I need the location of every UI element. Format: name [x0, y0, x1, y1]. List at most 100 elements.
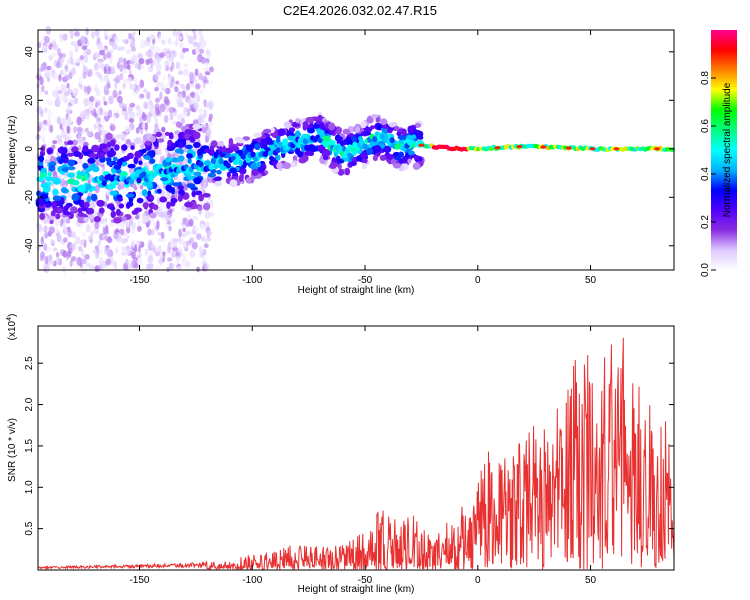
spectrogram-cell: [67, 172, 75, 178]
spectrogram-cell: [83, 54, 88, 64]
spectrogram-cell: [175, 247, 179, 257]
spectrogram-cell: [40, 85, 45, 93]
x-tick-label: -100: [242, 575, 262, 586]
spectrogram-cell: [62, 188, 69, 194]
spectrogram-cell: [147, 228, 152, 236]
spectrogram-cell: [175, 61, 180, 69]
spectrogram-cell: [137, 246, 141, 253]
spectrogram-cell: [283, 121, 292, 129]
spectrogram-cell: [87, 179, 91, 185]
spectrogram-cell: [204, 210, 211, 220]
spectrogram-cell: [51, 200, 57, 209]
spectrogram-cell: [36, 190, 42, 197]
spectrogram-cell: [165, 215, 171, 222]
spectrogram-cell: [204, 62, 210, 67]
spectrogram-cell: [94, 245, 100, 250]
spectrogram-cell: [183, 241, 187, 249]
spectrogram-cell: [156, 55, 161, 64]
spectrogram-cell: [79, 55, 85, 61]
spectrogram-cell: [77, 135, 83, 144]
spectrogram-cell: [77, 212, 85, 217]
spectrogram-cell: [108, 109, 113, 119]
spectrogram-cell: [372, 155, 378, 162]
y-tick-label: 20: [24, 94, 35, 106]
spectrogram-cell: [150, 34, 156, 40]
spectrogram-cell: [178, 141, 183, 149]
spectrogram-cell: [131, 251, 136, 260]
spectrogram-cell: [202, 193, 211, 198]
spectrogram-cell: [62, 33, 68, 41]
spectrogram-cell: [199, 48, 205, 54]
spectrogram-cell: [39, 76, 44, 86]
spectrogram-cell: [143, 88, 148, 93]
spectrogram-cell: [44, 159, 50, 164]
spectrogram-cell: [86, 130, 93, 137]
spectrogram-cell: [179, 51, 185, 60]
spectrogram-cell: [124, 248, 128, 256]
spectrogram-cell: [144, 122, 149, 131]
spectrogram-cell: [55, 134, 63, 140]
spectrogram-cell: [118, 56, 125, 64]
spectrogram-cell: [169, 217, 176, 224]
spectrogram-cell: [313, 124, 320, 129]
spectrogram-cell: [37, 224, 43, 231]
spectrogram-cell: [76, 256, 82, 266]
spectrogram-cell: [130, 145, 135, 151]
spectrogram-cell: [103, 101, 108, 106]
spectrogram-cell: [302, 138, 308, 145]
x-tick-label: 0: [475, 575, 481, 586]
spectrogram-cell: [97, 38, 101, 44]
spectrogram-cell: [93, 123, 98, 130]
spectrogram-cell: [307, 144, 316, 151]
spectrogram-cell: [160, 177, 169, 182]
spectrogram-cell: [167, 257, 173, 262]
spectrogram-cell: [172, 50, 177, 58]
spectrogram-cell: [125, 193, 135, 198]
spectrogram-cell: [83, 109, 90, 116]
spectrogram-cell: [156, 71, 162, 76]
spectrogram-cell: [187, 175, 193, 180]
spectrogram-cell: [49, 219, 54, 225]
chart-title: C2E4.2026.032.02.47.R15: [283, 3, 437, 18]
spectrogram-cell: [87, 68, 93, 77]
spectrogram-cell: [371, 114, 378, 119]
spectrogram-cell: [342, 152, 348, 159]
spectrogram-cell: [204, 71, 211, 76]
spectrogram-cell: [119, 64, 124, 72]
spectrogram-cell: [239, 167, 247, 175]
spectrogram-cell: [250, 151, 256, 158]
spectrogram-cell: [85, 27, 89, 36]
spectrogram-cell: [317, 144, 326, 152]
spectrogram-cell: [67, 250, 72, 258]
spectrogram-cell: [41, 226, 48, 233]
spectrogram-cell: [168, 132, 174, 140]
spectrogram-cell: [193, 171, 202, 176]
spectrogram-cell: [121, 144, 128, 151]
spectrogram-cell: [194, 78, 198, 84]
spectrogram-cell: [52, 195, 62, 202]
spectrogram-cell: [67, 159, 76, 167]
spectrogram-cell: [67, 88, 73, 95]
spectrogram-cell: [398, 151, 405, 158]
spectrogram-cell: [193, 177, 202, 185]
spectrogram-cell: [205, 49, 210, 55]
spectrogram-cell: [214, 180, 222, 187]
spectrogram-cell: [177, 194, 183, 202]
spectrogram-cell: [199, 245, 203, 255]
spectrogram-cell: [205, 221, 210, 228]
spectrogram-cell: [47, 99, 53, 106]
spectrogram-cell: [320, 122, 325, 130]
spectrogram-cell: [180, 232, 187, 238]
spectrogram-cell: [110, 210, 117, 218]
spectrogram-cell: [145, 263, 151, 270]
spectrogram-cell: [167, 186, 173, 193]
spectrogram-cell: [142, 202, 149, 209]
spectrogram-cell: [392, 162, 401, 169]
spectrogram-cell: [182, 253, 187, 260]
spectrogram-cell: [112, 43, 118, 51]
spectrogram-cell: [56, 208, 64, 213]
y-tick-label: 2.5: [24, 356, 35, 370]
spectrogram-cell: [336, 136, 343, 142]
spectrogram-cell: [165, 87, 171, 95]
